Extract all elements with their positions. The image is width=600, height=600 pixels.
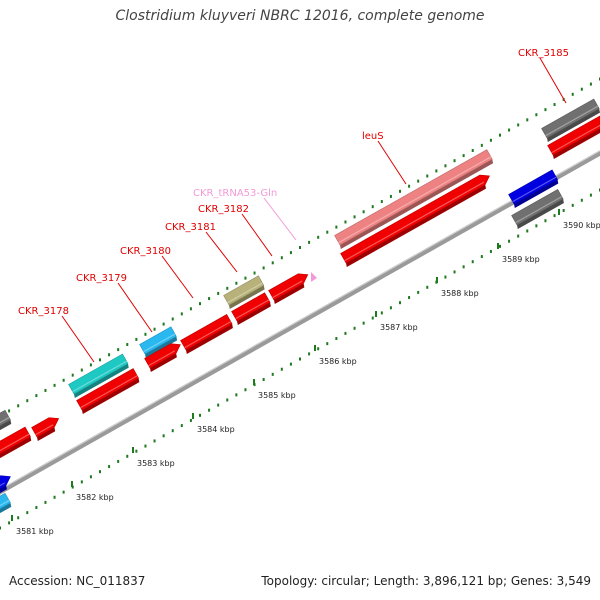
gene-cyan-side	[74, 363, 129, 398]
gene-sky	[139, 326, 177, 355]
gene-red-a-highlight	[0, 433, 30, 452]
gene-sky-highlight	[143, 333, 176, 353]
accession-text: Accession: NC_011837	[9, 574, 146, 588]
gene-label-leader	[539, 57, 567, 104]
gene-red-c-side	[82, 378, 140, 414]
gene-blue-left	[0, 475, 11, 490]
gene-red-a	[0, 426, 31, 455]
gene-sky-left-side	[0, 502, 12, 514]
gene-red-i-highlight	[551, 124, 600, 154]
kbp-label: 3581 kbp	[16, 527, 54, 536]
gene-sky-left-highlight	[0, 499, 10, 507]
gene-gray-left-highlight	[0, 416, 10, 424]
kbp-label: 3590 kbp	[563, 221, 600, 230]
gene-red-d	[144, 343, 181, 369]
genome-info-text: Topology: circular; Length: 3,896,121 bp…	[261, 574, 591, 588]
gene-gray-right	[541, 98, 600, 139]
gene-pink-leus-highlight	[338, 156, 492, 244]
gene-gray-left-side	[0, 419, 12, 431]
gene-red-d-highlight	[148, 350, 176, 367]
gene-blue-left-highlight	[0, 482, 6, 487]
gene-red-b-highlight	[35, 424, 54, 436]
gene-pink-leus	[334, 149, 493, 246]
gene-red-h-highlight	[344, 181, 485, 262]
gene-red-h	[340, 174, 490, 264]
gene-cyan-highlight	[72, 360, 127, 393]
gene-label: CKR_3181	[165, 222, 216, 233]
gene-label: CKR_3179	[76, 273, 127, 284]
gene-label: CKR_3185	[518, 48, 569, 59]
genome-backbone-highlight	[0, 150, 600, 490]
gene-red-g-highlight	[272, 280, 303, 299]
gene-label-leader	[61, 315, 95, 363]
gene-gray-right-side	[547, 108, 600, 142]
gene-cyan	[68, 353, 129, 395]
gene-red-h-side	[346, 184, 486, 267]
gene-red-b-side	[37, 427, 56, 441]
gene-red-g	[268, 273, 309, 301]
gene-label: CKR_3182	[198, 204, 249, 215]
gene-blue-right-side	[514, 179, 559, 208]
kbp-label: 3585 kbp	[258, 391, 296, 400]
gene-red-a-side	[0, 436, 32, 459]
kbp-label: 3583 kbp	[137, 459, 175, 468]
gene-blue-left-side	[0, 485, 7, 494]
gene-pink-leus-side	[340, 159, 494, 249]
gene-red-c-highlight	[80, 375, 138, 409]
gene-gray-lower-side	[517, 199, 564, 229]
gene-gray-right-highlight	[545, 105, 599, 137]
genome-backbone	[0, 151, 600, 495]
gene-label: CKR_3178	[18, 306, 69, 317]
gene-label-leader	[161, 255, 194, 299]
gene-red-e	[180, 314, 233, 351]
gene-label-leader	[117, 282, 153, 333]
gene-blue-right	[508, 169, 558, 205]
gene-red-d-side	[150, 353, 177, 372]
gene-blue-right-highlight	[512, 176, 557, 203]
gene-olive-highlight	[227, 282, 263, 304]
gene-label: CKR_3180	[120, 246, 171, 257]
gene-label-leader	[263, 197, 297, 241]
gene-gray-lower	[511, 189, 564, 226]
gene-red-f-side	[237, 302, 271, 325]
gene-label: CKR_tRNA53-Gln	[193, 188, 277, 199]
gene-red-e-highlight	[184, 321, 232, 349]
map-title: Clostridium kluyveri NBRC 12016, complet…	[115, 8, 485, 24]
gene-red-f-highlight	[235, 299, 270, 320]
kbp-label: 3587 kbp	[380, 323, 418, 332]
gene-red-g-side	[274, 283, 305, 304]
gene-label-leader	[241, 213, 273, 257]
gene-red-c	[76, 368, 139, 411]
gene-olive	[223, 275, 265, 306]
kbp-label: 3588 kbp	[441, 289, 479, 298]
gene-red-f	[231, 292, 271, 322]
gene-gray-left	[0, 409, 11, 427]
kbp-label: 3582 kbp	[76, 493, 114, 502]
gene-gray-lower-highlight	[515, 196, 563, 224]
gene-red-i-side	[553, 128, 600, 159]
trna-marker	[311, 272, 317, 282]
gene-red-e-side	[186, 324, 233, 354]
kbp-label: 3589 kbp	[502, 255, 540, 264]
gene-label: leuS	[362, 131, 384, 142]
gene-sky-side	[145, 336, 178, 358]
gene-label-leader	[377, 140, 407, 185]
gene-red-b	[31, 417, 60, 438]
gene-label-leader	[205, 231, 238, 273]
kbp-label: 3586 kbp	[319, 357, 357, 366]
gene-olive-side	[229, 285, 265, 309]
kbp-label: 3584 kbp	[197, 425, 235, 434]
gene-sky-left	[0, 492, 11, 510]
